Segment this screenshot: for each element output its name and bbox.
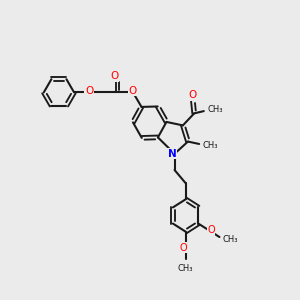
Text: N: N — [168, 149, 177, 159]
Text: O: O — [111, 71, 119, 81]
Text: O: O — [129, 85, 137, 95]
Text: CH₃: CH₃ — [203, 140, 218, 149]
Text: O: O — [188, 90, 197, 100]
Text: O: O — [85, 85, 93, 95]
Text: CH₃: CH₃ — [223, 235, 238, 244]
Text: O: O — [179, 243, 187, 253]
Text: O: O — [207, 225, 215, 235]
Text: CH₃: CH₃ — [207, 105, 223, 114]
Text: CH₃: CH₃ — [178, 264, 194, 273]
